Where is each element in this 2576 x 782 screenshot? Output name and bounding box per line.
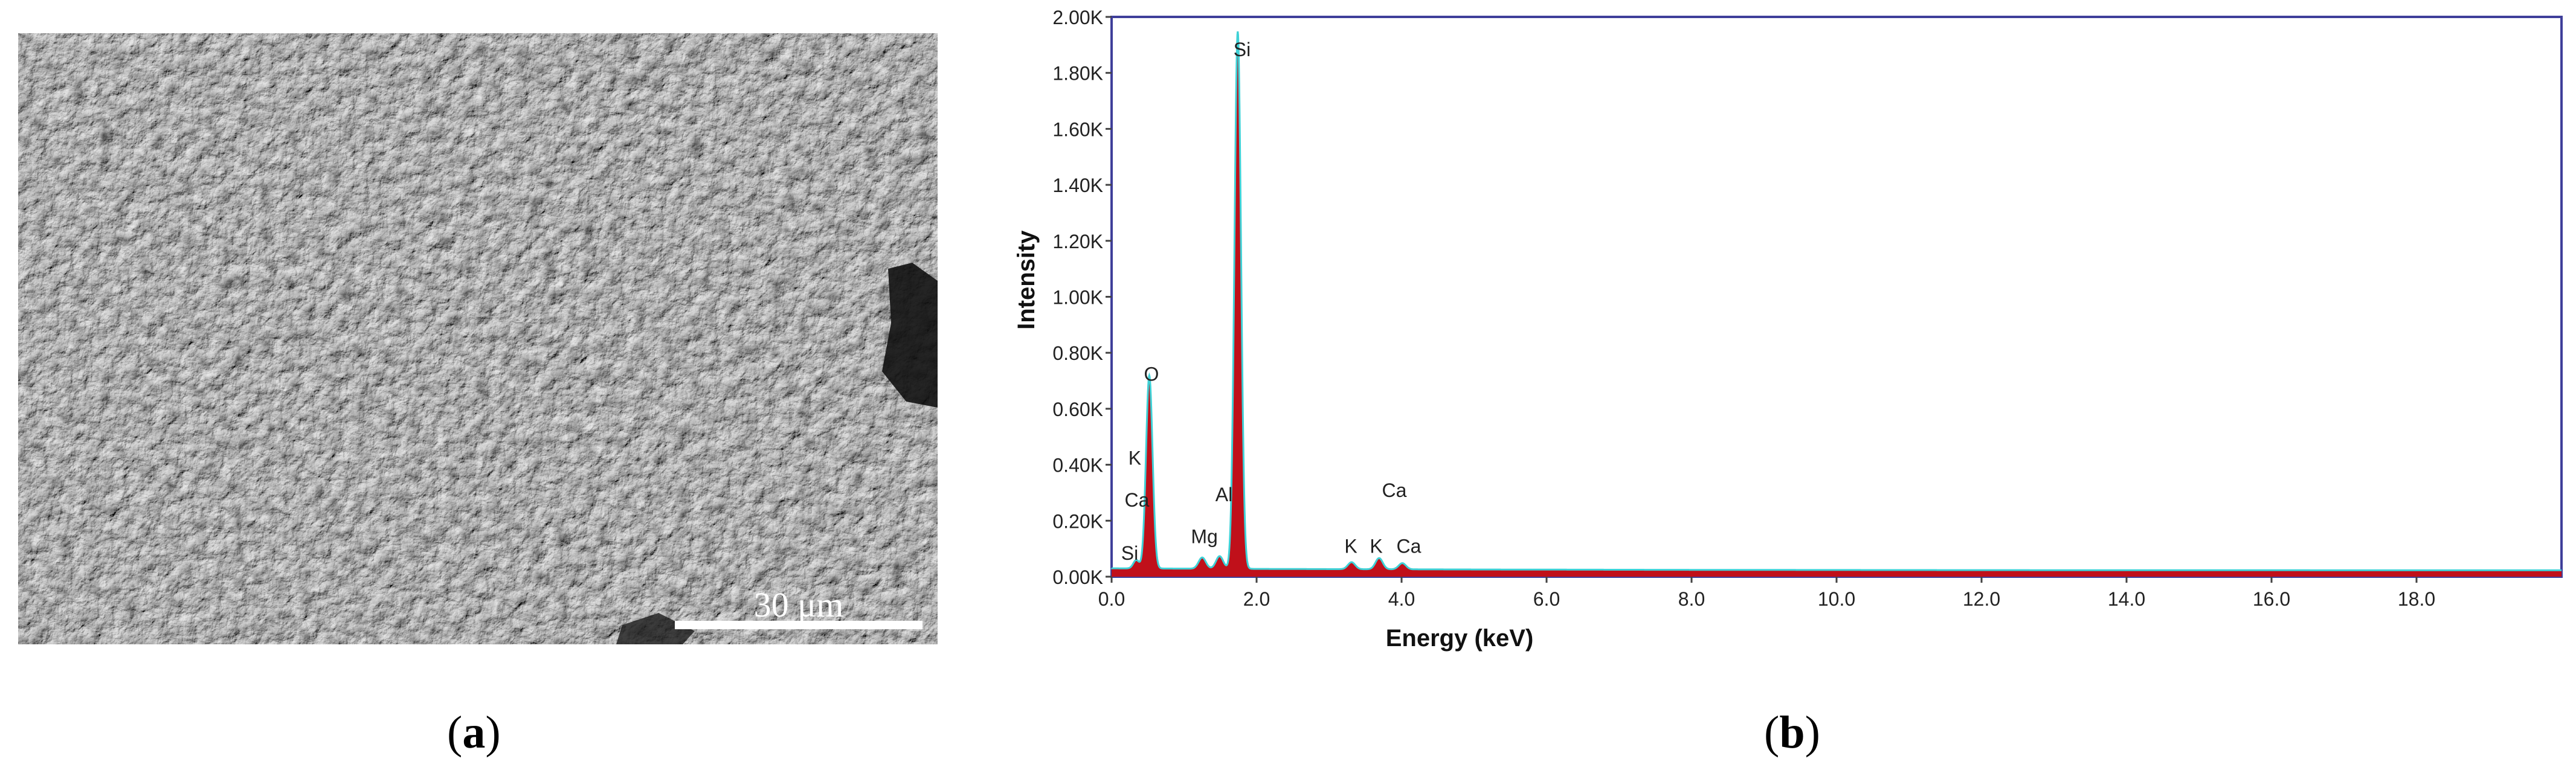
y-tick-label: 0.40K: [1052, 455, 1103, 476]
y-tick-label: 0.20K: [1052, 510, 1103, 532]
y-tick-label: 1.40K: [1052, 175, 1103, 196]
sem-texture-image: [18, 33, 938, 644]
panel-a-caption: (a): [447, 707, 501, 758]
y-tick-label: 1.60K: [1052, 118, 1103, 140]
x-tick-label: 10.0: [1818, 588, 1855, 610]
x-tick-label: 2.0: [1243, 588, 1270, 610]
y-tick-label: 1.80K: [1052, 63, 1103, 85]
sem-micrograph: 30 μm: [18, 33, 938, 644]
scale-bar-label: 30 μm: [753, 585, 844, 624]
x-tick-label: 4.0: [1388, 588, 1415, 610]
peak-annotation: Ca: [1125, 489, 1150, 511]
peak-annotation: Mg: [1191, 525, 1217, 547]
plot-frame: [1110, 16, 2563, 578]
x-tick-label: 14.0: [2108, 588, 2145, 610]
spectrum-line: [1110, 31, 2562, 571]
peak-annotation: K: [1129, 447, 1141, 469]
peak-annotation: Ca: [1397, 536, 1422, 557]
x-tick-label: 18.0: [2398, 588, 2435, 610]
scale-bar: 30 μm: [675, 587, 923, 629]
peak-annotation: Si: [1234, 39, 1251, 60]
x-tick-label: 0.0: [1098, 588, 1125, 610]
y-tick-label: 2.00K: [1052, 7, 1103, 28]
y-tick-label: 0.80K: [1052, 342, 1103, 364]
x-axis-label: Energy (keV): [1386, 625, 1534, 652]
peak-annotation: O: [1144, 364, 1159, 385]
peak-annotation: Ca: [1382, 479, 1407, 501]
scale-bar-line: [675, 621, 923, 629]
eds-spectrum-chart: 0.00K 0.20K 0.40K 0.60K 0.80K 1.00K 1.20K 1.40K…: [1013, 7, 2563, 652]
y-axis-label: Intensity: [1013, 230, 1040, 330]
x-tick-label: 16.0: [2253, 588, 2290, 610]
y-tick-label: 1.00K: [1052, 287, 1103, 309]
y-tick-label: 1.20K: [1052, 231, 1103, 252]
peak-annotation: Al: [1216, 484, 1232, 505]
panel-b-caption: (b): [1764, 707, 1820, 758]
y-tick-label: 0.00K: [1052, 566, 1103, 588]
x-tick-label: 12.0: [1963, 588, 2000, 610]
peak-annotation: K: [1370, 536, 1382, 557]
peak-annotation: Si: [1121, 542, 1138, 564]
peak-annotation: K: [1344, 536, 1357, 557]
x-tick-label: 6.0: [1533, 588, 1560, 610]
x-tick-label: 8.0: [1678, 588, 1705, 610]
y-tick-label: 0.60K: [1052, 399, 1103, 420]
